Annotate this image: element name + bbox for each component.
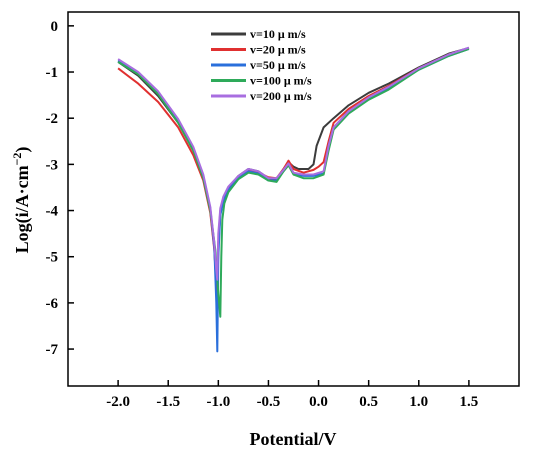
y-axis-label-main: Log(i/A·cm <box>12 165 33 253</box>
series-lines <box>117 46 470 353</box>
y-tick-label: -1 <box>46 65 59 81</box>
legend-label-2: v=50 μ m/s <box>250 58 306 72</box>
y-tick-label: -6 <box>46 296 59 312</box>
y-tick-label: -3 <box>46 157 59 173</box>
y-axis: 0 -1 -2 -3 -4 -5 -6 -7 <box>46 19 74 358</box>
x-tick-label: 0.0 <box>309 394 328 410</box>
legend-label-3: v=100 μ m/s <box>250 74 312 88</box>
series-line-4 <box>117 46 470 281</box>
y-tick-label: -7 <box>46 342 59 358</box>
y-tick-label: -2 <box>46 111 59 127</box>
y-axis-label-sup: −2 <box>10 153 24 166</box>
y-tick-label: 0 <box>51 19 59 35</box>
x-tick-label: 1.0 <box>409 394 428 410</box>
y-axis-label: Log(i/A·cm−2) <box>10 147 33 254</box>
x-tick-label: -1.0 <box>206 394 230 410</box>
x-tick-label: -0.5 <box>257 394 281 410</box>
x-tick-label: 0.5 <box>359 394 378 410</box>
y-tick-label: -5 <box>46 250 59 266</box>
legend-label-4: v=200 μ m/s <box>250 89 312 103</box>
y-axis-label-tail: ) <box>12 147 33 153</box>
plot-frame <box>67 11 520 387</box>
x-tick-label: -2.0 <box>106 394 130 410</box>
y-tick-label: -4 <box>46 204 59 220</box>
x-axis-label: Potential/V <box>250 429 337 449</box>
legend: v=10 μ m/s v=20 μ m/sv=50 μ m/s v=100 μ m/… <box>211 27 312 103</box>
x-tick-label: -1.5 <box>156 394 180 410</box>
legend-label-1: v=20 μ m/s <box>250 43 306 57</box>
x-tick-label: 1.5 <box>460 394 479 410</box>
legend-label-0: v=10 μ m/s <box>250 27 306 41</box>
x-axis: -2.0 -1.5 -1.0 -0.5 0.0 0.5 1.0 1.5 <box>106 380 478 410</box>
